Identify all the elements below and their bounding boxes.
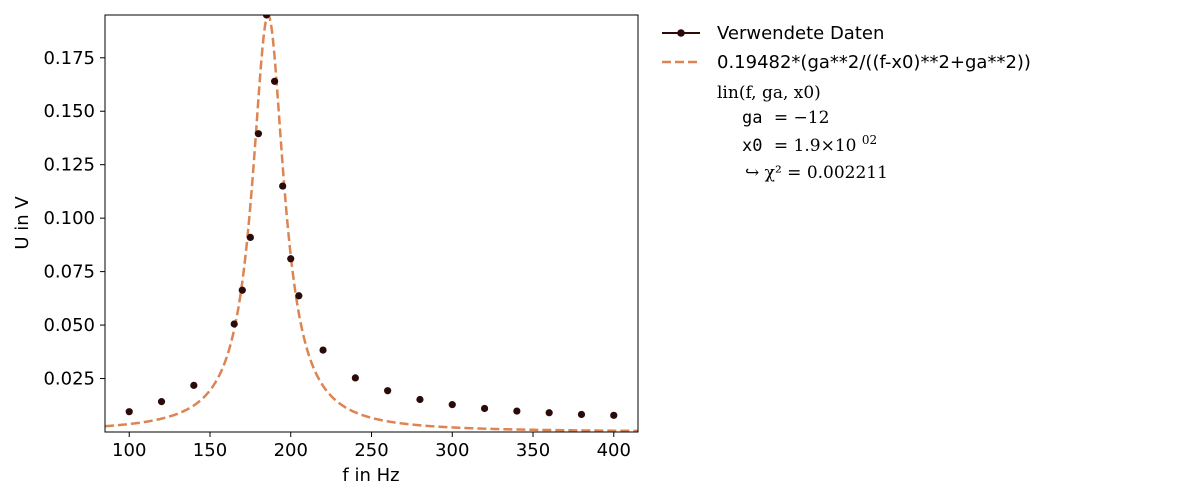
fit-chi-squared: ↪ χ² = 0.002211 (745, 163, 888, 183)
y-tick-label: 0.100 (43, 208, 95, 229)
fit-header: lin(f, ga, x0) (717, 83, 821, 103)
x-tick-label: 300 (435, 440, 469, 461)
fit-param-x0-name: x0 (742, 136, 762, 156)
y-axis-label: U in V (12, 196, 33, 250)
data-point (577, 410, 586, 419)
data-point (610, 411, 618, 419)
y-tick-label: 0.025 (43, 369, 95, 390)
data-points-layer (125, 15, 618, 419)
fit-param-ga-value: = −12 (774, 108, 830, 128)
x-axis-label: f in Hz (342, 465, 399, 486)
legend-marker-data-dot (677, 29, 685, 37)
data-point (246, 233, 254, 241)
data-point (384, 387, 392, 395)
y-tick-label: 0.075 (43, 262, 95, 283)
data-point (295, 292, 303, 300)
legend-label-data: Verwendete Daten (717, 23, 884, 44)
fit-param-x0: x0 = 1.9×10 02 (742, 133, 877, 156)
data-point (157, 398, 166, 406)
plot-area (105, 15, 638, 432)
y-tick-label: 0.125 (43, 155, 95, 176)
x-tick-label: 150 (193, 440, 227, 461)
x-tick-label: 250 (354, 440, 388, 461)
y-tick-label: 0.050 (43, 315, 95, 336)
data-point (513, 407, 521, 415)
fit-param-ga: ga = −12 (742, 108, 829, 128)
data-point (254, 130, 263, 138)
y-axis-ticks: 0.025 0.050 0.075 0.100 0.125 0.150 0.175 (43, 48, 105, 390)
data-point (270, 77, 279, 85)
data-point (279, 182, 287, 190)
legend: Verwendete Daten 0.19482*(ga**2/((f-x0)*… (662, 23, 1031, 183)
data-point (545, 409, 553, 417)
data-point (190, 381, 198, 389)
x-tick-label: 400 (597, 440, 631, 461)
x-axis-ticks: 100 150 200 250 300 350 400 (112, 432, 631, 461)
y-tick-label: 0.150 (43, 101, 95, 122)
data-point (480, 404, 489, 413)
data-point (448, 401, 456, 409)
fit-param-ga-name: ga (742, 108, 762, 128)
x-tick-label: 200 (274, 440, 308, 461)
data-point (416, 395, 424, 404)
data-point (262, 15, 271, 19)
data-point (287, 255, 295, 263)
fit-param-x0-value: = 1.9×10 (774, 136, 857, 156)
data-point (125, 408, 133, 416)
data-point (351, 374, 359, 382)
data-point (319, 346, 327, 354)
fit-curve (105, 15, 638, 432)
y-tick-label: 0.175 (43, 48, 95, 69)
legend-label-fit: 0.19482*(ga**2/((f-x0)**2+ga**2)) (717, 52, 1031, 73)
fit-curve-layer (105, 15, 638, 432)
data-point (238, 286, 246, 294)
data-point (230, 320, 238, 328)
fit-param-x0-exponent: 02 (862, 133, 877, 147)
x-tick-label: 100 (112, 440, 146, 461)
x-tick-label: 350 (516, 440, 550, 461)
